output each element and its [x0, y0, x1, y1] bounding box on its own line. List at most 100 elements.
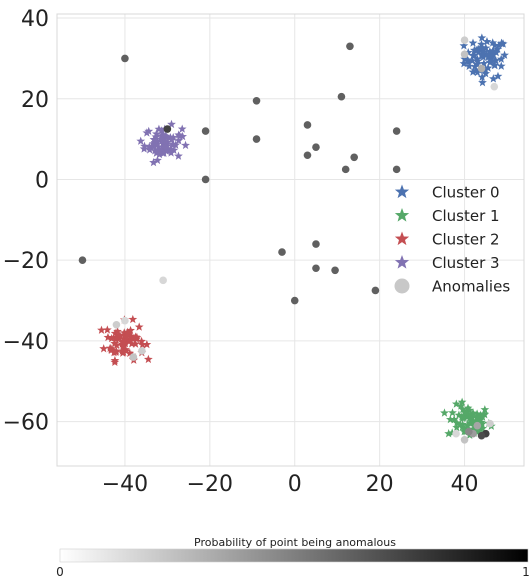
- gridlines: [57, 14, 524, 466]
- cluster-0-point: [488, 38, 498, 47]
- cluster-3-point: [142, 128, 152, 137]
- anomaly-point: [252, 135, 261, 143]
- anomaly-point: [78, 256, 87, 264]
- anomaly-point: [112, 320, 121, 329]
- cluster-2-point: [119, 341, 129, 350]
- cluster-1-point: [463, 412, 472, 421]
- cluster-1-point: [452, 422, 462, 432]
- cluster-1-point: [478, 423, 487, 433]
- cluster-1-point: [479, 409, 489, 418]
- cluster-3-point: [167, 119, 176, 129]
- cluster-3-point: [154, 142, 163, 151]
- colorbar-gradient: [59, 548, 529, 563]
- cluster-1-point: [463, 403, 473, 412]
- legend-marker-4: [394, 278, 410, 294]
- anomaly-point: [331, 266, 339, 275]
- cluster-3-point: [140, 141, 149, 150]
- cluster-0-point: [472, 54, 482, 63]
- anomaly-point: [350, 153, 358, 162]
- y-tick-label: −20: [3, 249, 49, 274]
- cluster-2-point: [134, 322, 144, 331]
- cluster-0-point: [488, 74, 498, 83]
- legend-label: Anomalies: [432, 278, 510, 296]
- cluster-3-point: [150, 146, 160, 155]
- cluster-0-point: [482, 37, 492, 46]
- cluster-3-point: [145, 145, 155, 154]
- anomaly-point: [473, 421, 482, 430]
- cluster-1-point: [480, 405, 490, 414]
- anomaly-point: [312, 264, 320, 273]
- legend: Cluster 0 Cluster 1 Cluster 2 Cluster 3 Anom…: [394, 184, 510, 296]
- cluster-3-point: [144, 126, 154, 136]
- cluster-3-point: [175, 131, 185, 140]
- cluster-3-point: [149, 135, 159, 144]
- anomaly-point: [129, 353, 138, 361]
- colorbar-max-label: 1: [522, 565, 530, 578]
- cluster-2-point: [97, 325, 106, 334]
- cluster-2-point: [138, 340, 147, 349]
- cluster-0-point: [484, 51, 493, 60]
- x-tick-label: 0: [288, 472, 302, 497]
- cluster-0-point: [494, 40, 504, 50]
- cluster-2-point: [126, 331, 136, 340]
- cluster-1-point: [448, 408, 457, 417]
- cluster-0-point: [477, 33, 487, 42]
- cluster-1-point: [457, 397, 467, 406]
- cluster-3-point: [166, 148, 176, 157]
- cluster-2-point: [112, 340, 122, 350]
- cluster-3-point: [148, 139, 158, 148]
- colorbar-title: Probability of point being anomalous: [194, 536, 396, 549]
- anomaly-point: [392, 165, 401, 174]
- legend-marker-3: [394, 255, 410, 269]
- cluster-2-point: [110, 328, 120, 338]
- anomaly-point: [121, 54, 129, 63]
- cluster-3-point: [149, 157, 158, 167]
- anomaly-point: [371, 286, 380, 295]
- cluster-3-point: [161, 146, 171, 155]
- cluster-0-point: [483, 63, 493, 72]
- cluster-0-point: [477, 50, 486, 59]
- cluster-0-point: [468, 56, 477, 65]
- cluster-0-point: [473, 45, 482, 55]
- cluster-3-point: [154, 124, 164, 133]
- cluster-3-point: [160, 136, 170, 145]
- cluster-2-point: [114, 330, 124, 339]
- anomaly-point: [460, 435, 469, 444]
- colorbar: Probability of point being anomalous 0 1: [56, 536, 530, 578]
- cluster-1-point: [452, 418, 462, 427]
- cluster-0-point: [471, 66, 481, 75]
- cluster-2-point: [128, 314, 138, 324]
- cluster-2-point: [143, 354, 153, 364]
- anomaly-point: [312, 240, 320, 248]
- anomaly-point: [138, 347, 146, 355]
- anomaly-point: [477, 431, 486, 440]
- cluster-3-point: [167, 135, 177, 144]
- y-axis-tick-labels: 40 20 0 −20 −40 −60: [3, 7, 49, 436]
- cluster-0-point: [490, 60, 499, 70]
- cluster-0-point: [477, 72, 487, 81]
- anomaly-point: [121, 316, 129, 325]
- cluster-1-point: [478, 412, 487, 421]
- anomaly-point: [460, 50, 469, 59]
- cluster-0-point: [468, 50, 478, 60]
- anomaly-point: [163, 125, 172, 133]
- cluster-0-point: [496, 61, 506, 70]
- legend-marker-0: [394, 184, 410, 199]
- anomaly-point: [346, 42, 354, 51]
- cluster-2-point: [126, 325, 135, 335]
- anomaly-point: [278, 248, 286, 256]
- cluster-0-point: [500, 50, 509, 59]
- cluster-3-point: [136, 136, 146, 145]
- x-tick-label: 40: [451, 472, 479, 497]
- cluster-0-point: [459, 41, 469, 50]
- cluster-2-point: [113, 326, 122, 336]
- anomaly-point: [201, 127, 210, 135]
- cluster-0-point: [459, 59, 469, 68]
- cluster-0-point: [477, 43, 487, 52]
- y-tick-label: 20: [21, 88, 49, 113]
- anomaly-point: [341, 165, 350, 174]
- cluster-0-point: [496, 54, 506, 63]
- anomaly-point: [303, 121, 312, 129]
- legend-label: Cluster 3: [432, 254, 500, 272]
- cluster-3-point: [174, 151, 183, 160]
